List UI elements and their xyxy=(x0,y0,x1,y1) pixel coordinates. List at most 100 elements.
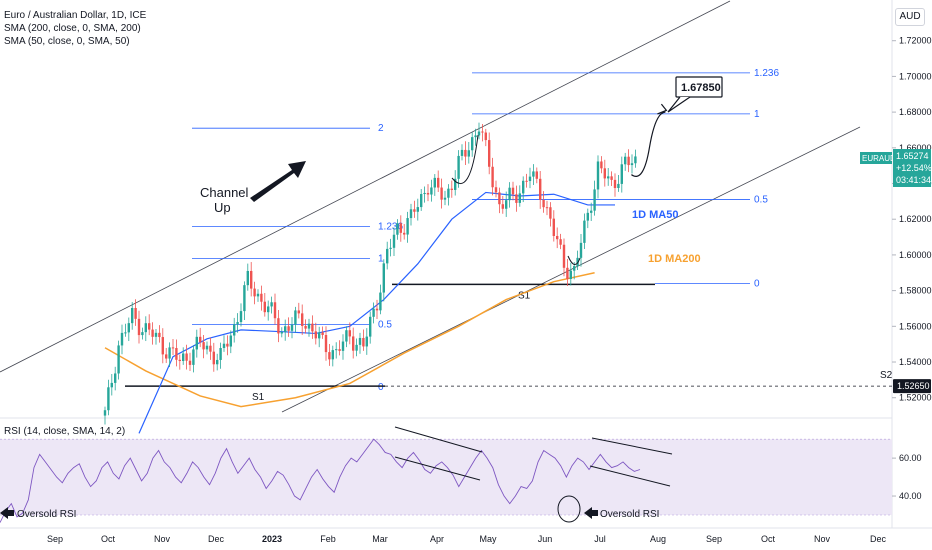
candle-body xyxy=(494,187,498,193)
sma50-legend: SMA (50, close, 0, SMA, 50) xyxy=(4,36,130,47)
x-tick-label: Nov xyxy=(154,534,171,544)
y-tick-label: 1.56000 xyxy=(899,321,932,331)
channel-up-arrow xyxy=(250,161,306,202)
candle-body xyxy=(508,187,511,201)
x-tick-label: Aug xyxy=(650,534,666,544)
candle-body xyxy=(124,332,127,334)
candle-body xyxy=(103,410,107,416)
candle-body xyxy=(423,192,426,195)
y-tick-label: 1.60000 xyxy=(899,250,932,260)
candles-group xyxy=(103,122,637,425)
candle-body xyxy=(443,197,447,200)
candle-body xyxy=(542,199,545,208)
candle-body xyxy=(358,337,362,345)
symbol-badge-text: EURAUD xyxy=(862,154,896,163)
candle-body xyxy=(161,337,164,355)
candle-body xyxy=(287,326,290,331)
rsi-channel-bottom-right xyxy=(589,465,671,487)
candle-body xyxy=(437,177,440,188)
currency-badge[interactable]: AUD xyxy=(895,8,925,26)
swing-arc-right xyxy=(567,255,581,265)
fib-right-label: 1.236 xyxy=(754,68,779,79)
candle-body xyxy=(569,270,572,279)
x-tick-label: Jun xyxy=(538,534,553,544)
last-price-text: 1.65274 xyxy=(896,151,929,161)
x-tick-label: Dec xyxy=(870,534,887,544)
candle-body xyxy=(338,349,341,351)
candle-body xyxy=(450,188,453,190)
x-tick-label: Dec xyxy=(208,534,225,544)
candle-body xyxy=(341,341,345,351)
candle-body xyxy=(372,308,375,317)
x-tick-label: Mar xyxy=(372,534,388,544)
swing-arc-left xyxy=(451,134,479,184)
candle-body xyxy=(348,330,351,337)
projection-curve xyxy=(631,111,666,177)
candle-body xyxy=(375,308,379,311)
candle-body xyxy=(256,293,260,297)
candle-body xyxy=(267,306,270,313)
candle-body xyxy=(141,332,144,336)
channel-upper-line xyxy=(0,0,731,373)
fib-left-label: 0 xyxy=(378,382,384,393)
candle-body xyxy=(488,140,491,167)
y-tick-label: 1.52000 xyxy=(899,393,932,403)
y-tick-label: 1.66000 xyxy=(899,143,932,153)
candle-body xyxy=(549,207,552,219)
y-tick-label: 1.58000 xyxy=(899,286,932,296)
candle-body xyxy=(562,244,566,268)
candle-body xyxy=(307,323,311,329)
candle-body xyxy=(511,187,515,195)
candle-body xyxy=(586,212,589,221)
candle-body xyxy=(178,359,181,362)
last-price-badge-bg xyxy=(893,149,931,187)
candle-body xyxy=(304,325,307,329)
rsi-channel-top-left xyxy=(394,426,483,453)
fib-right-label: 1 xyxy=(754,109,760,120)
candle-body xyxy=(345,330,348,342)
target-callout-text: 1.67850 xyxy=(681,82,721,94)
candle-body xyxy=(525,180,528,182)
rsi-oversold-circle xyxy=(557,495,581,523)
candle-body xyxy=(114,373,117,383)
candle-body xyxy=(471,137,474,151)
chart-legend: Euro / Australian Dollar, 1D, ICE SMA (2… xyxy=(4,9,146,48)
fib-left-label: 2 xyxy=(378,123,384,134)
candle-body xyxy=(175,348,178,360)
candle-body xyxy=(406,218,409,235)
candle-body xyxy=(134,308,137,319)
x-tick-label: Jul xyxy=(594,534,606,544)
candle-body xyxy=(528,176,532,182)
s2-label: S2 xyxy=(880,370,893,381)
candle-body xyxy=(610,176,613,180)
candle-body xyxy=(250,270,253,289)
candle-body xyxy=(447,188,450,198)
rsi-tick-label: 40.00 xyxy=(899,491,922,501)
candle-body xyxy=(297,310,300,314)
candle-body xyxy=(243,285,246,312)
candle-body xyxy=(634,156,637,164)
rsi-legend: RSI (14, close, SMA, 14, 2) xyxy=(4,426,126,437)
candle-body xyxy=(355,344,358,351)
candle-body xyxy=(171,347,175,349)
candle-body xyxy=(294,310,297,325)
candle-body xyxy=(222,343,226,349)
fib-left-label: 0.5 xyxy=(378,320,392,331)
oversold-right-arrow xyxy=(584,507,598,519)
s2-price-badge-text: 1.52650 xyxy=(897,381,930,391)
candle-body xyxy=(284,326,287,332)
candle-body xyxy=(467,150,470,157)
candle-body xyxy=(627,156,630,166)
candle-body xyxy=(352,336,355,351)
candle-body xyxy=(389,247,392,249)
candle-body xyxy=(107,387,110,411)
candle-body xyxy=(301,313,304,326)
oversold-left-label: Oversold RSI xyxy=(17,509,76,520)
candle-body xyxy=(318,332,321,339)
candle-body xyxy=(158,332,161,338)
oversold-right-label: Oversold RSI xyxy=(600,509,659,520)
candle-body xyxy=(620,164,623,184)
channel-label-2: Up xyxy=(214,200,231,215)
candle-body xyxy=(464,149,467,157)
